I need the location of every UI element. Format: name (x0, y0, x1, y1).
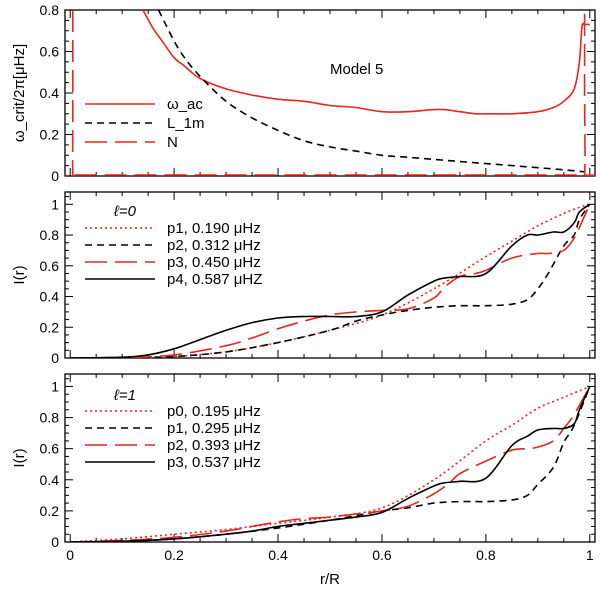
panel-frame-critical-frequencies (64, 9, 596, 177)
x-tick-label: 0.6 (372, 547, 392, 563)
series-p4-curve (70, 203, 591, 358)
legend-p3-label: p3, 0.537 μHz (167, 454, 261, 471)
series-p1-curve (70, 386, 591, 542)
series-p3-curve (70, 386, 591, 542)
axis-tick-labels: 0 0.2 0.4 0.6 0.8 0 0.2 0.4 0.6 0.8 1 0 0.2 0.4 0.6 0.8… (40, 2, 594, 563)
y-tick-label: 0.2 (40, 319, 60, 335)
y-tick-label: 0.8 (40, 410, 60, 426)
series-p2-curve (70, 386, 591, 542)
bottom-y-axis-label: I(r) (11, 448, 28, 467)
x-tick-label: 0 (66, 547, 74, 563)
y-tick-label: 0.2 (40, 503, 60, 519)
legend-p1-label: p1, 0.295 μHz (167, 420, 261, 437)
series-ω_ac-curve (142, 10, 590, 115)
degree-l1-annotation: ℓ=1 (113, 387, 136, 404)
y-tick-label: 0.2 (40, 127, 60, 143)
series-p3-curve (70, 203, 591, 358)
y-tick-label: 0 (51, 534, 59, 550)
series-L_1m-curve (157, 10, 585, 173)
legend-p2-label: p2, 0.312 μHz (167, 237, 261, 254)
panel-frame-l0-modes (64, 191, 596, 359)
y-tick-label: 0.4 (40, 472, 60, 488)
series-p2-curve (70, 203, 591, 358)
x-tick-label: 0.4 (268, 547, 288, 563)
x-tick-label: 0.8 (476, 547, 496, 563)
y-tick-label: 0 (51, 168, 59, 184)
x-tick-label: 0.2 (164, 547, 184, 563)
y-tick-label: 0.4 (40, 85, 60, 101)
series-p0-curve (70, 385, 591, 542)
degree-l0-annotation: ℓ=0 (113, 203, 137, 220)
y-tick-label: 0.8 (40, 2, 60, 18)
y-tick-label: 0 (51, 350, 59, 366)
model-annotation: Model 5 (330, 61, 383, 78)
y-tick-label: 0.6 (40, 441, 60, 457)
legend-p2-label: p2, 0.393 μHz (167, 437, 261, 454)
x-axis-label: r/R (320, 571, 340, 588)
top-y-axis-label: ω_crit/2π[μHz] (11, 44, 28, 142)
legend-L_1m-label: L_1m (167, 115, 205, 132)
legend-p4-label: p4, 0.587 μHZ (167, 271, 262, 288)
series-N-curve (65, 10, 595, 176)
middle-y-axis-label: I(r) (11, 265, 28, 284)
data-curves (65, 10, 595, 542)
legend-p0-label: p0, 0.195 μHz (167, 403, 261, 420)
legend-ω_ac-label: ω_ac (167, 96, 203, 113)
axis-ticks (65, 9, 595, 543)
x-tick-label: 1 (586, 547, 594, 563)
legend-N-label: N (167, 134, 178, 151)
y-tick-label: 1 (51, 378, 59, 394)
series-p1-curve (70, 203, 591, 358)
legend-p1-label: p1, 0.190 μHz (167, 220, 261, 237)
legend-p3-label: p3, 0.450 μHz (167, 254, 261, 271)
y-tick-label: 1 (51, 196, 59, 212)
y-tick-label: 0.6 (40, 258, 60, 274)
y-tick-label: 0.8 (40, 227, 60, 243)
y-tick-label: 0.4 (40, 289, 60, 305)
y-tick-label: 0.6 (40, 44, 60, 60)
